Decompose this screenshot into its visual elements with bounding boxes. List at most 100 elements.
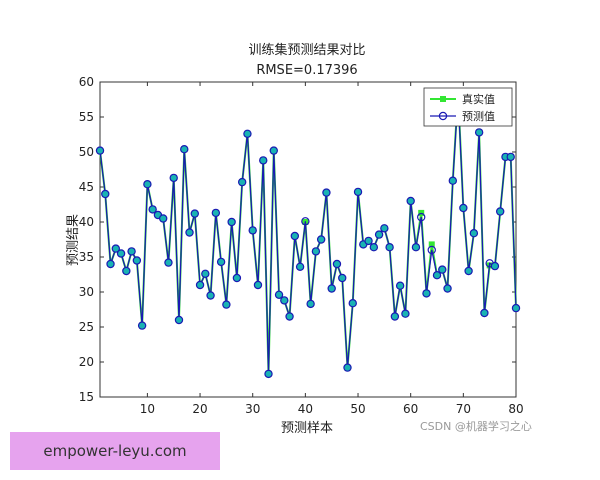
x-tick-label: 80 [508,402,523,416]
legend-label-predicted: 预测值 [462,110,495,123]
predicted-point [164,258,173,267]
predicted-point [206,291,215,300]
predicted-point [148,205,157,214]
predicted-point [132,256,142,265]
predicted-point [395,281,405,290]
predicted-point [380,224,389,233]
predicted-point [448,176,458,185]
predicted-point [385,242,394,252]
y-tick-label: 30 [79,285,94,299]
predicted-point [137,321,147,330]
x-tick-label: 70 [456,402,471,416]
predicted-point [285,312,294,321]
predicted-point [490,261,500,271]
x-tick-label: 10 [140,402,155,416]
predicted-point [348,299,357,308]
y-tick-label: 55 [79,110,94,124]
predicted-point [343,363,352,372]
legend-box [423,87,513,127]
predicted-point [469,228,479,238]
predicted-point [301,217,310,226]
y-tick-label: 20 [79,355,94,369]
predicted-point [496,207,505,216]
predicted-point [169,173,178,183]
y-tick-label: 60 [79,75,94,89]
predicted-point [264,369,273,379]
predicted-point [459,203,468,213]
predicted-point [116,249,126,258]
predicted-point [316,235,326,244]
predicted-point [464,266,473,276]
predicted-point [259,156,268,165]
predicted-point [158,214,168,223]
watermark-text: empower-leyu.com [43,442,187,460]
predicted-point [506,152,515,162]
series-line-true [99,92,517,374]
predicted-point [106,259,115,269]
predicted-point [295,262,305,271]
predicted-point [174,315,184,325]
series-line-predicted [99,95,517,374]
predicted-point [306,299,315,309]
predicted-point [406,196,415,206]
x-tick-label: 20 [192,402,207,416]
x-tick-label: 40 [298,402,313,416]
y-axis-label: 预测结果 [66,214,81,266]
predicted-point [364,236,373,246]
y-tick-label: 40 [79,215,94,229]
predicted-point [243,129,252,138]
x-axis-label: 预测样本 [281,421,333,436]
y-tick-label: 25 [79,320,94,334]
predicted-point [480,308,489,318]
y-tick-label: 45 [79,180,94,194]
predicted-point [432,271,442,280]
predicted-point [232,273,242,283]
predicted-point [427,245,436,255]
x-axis: 10 20 30 40 50 60 70 80 [140,82,524,416]
predicted-point [222,300,231,309]
predicted-point [338,273,347,283]
legend-marker-predicted [438,111,448,121]
x-tick-label: 50 [350,402,365,416]
predicted-point [443,284,452,293]
predicted-point [332,259,342,269]
predicted-point [216,257,226,267]
x-tick-label: 30 [245,402,260,416]
predicted-point [369,242,379,252]
true-point [428,241,435,248]
predicted-point [190,209,199,218]
predicted-point [237,177,247,187]
y-tick-label: 35 [79,250,94,264]
predicted-point [101,189,110,199]
predicted-point [127,247,136,256]
series-layer [95,89,521,379]
predicted-point [327,284,336,293]
predicted-point [185,228,194,237]
predicted-point [438,265,447,274]
predicted-point [353,187,363,197]
predicted-point [253,280,263,290]
legend-marker-true [440,96,446,102]
predicted-point [290,231,300,241]
y-tick-label: 50 [79,145,94,159]
predicted-point [95,146,105,155]
predicted-point [511,303,521,313]
predicted-point [248,226,257,235]
plot-frame [99,81,517,398]
predicted-point [390,312,400,321]
credit-text: CSDN @机器学习之心 [420,420,532,433]
chart-title: 训练集预测结果对比 [248,42,365,58]
predicted-point [401,309,410,318]
predicted-point [143,179,152,189]
predicted-point [269,146,278,155]
predicted-point [201,269,210,278]
predicted-point [411,242,421,252]
y-tick-label: 15 [79,390,94,404]
legend-label-true: 真实值 [462,92,495,106]
predicted-point [374,230,384,239]
predicted-point [274,290,284,299]
y-axis: 15 20 25 30 35 40 45 50 55 60 [79,75,516,404]
predicted-point [474,128,484,137]
